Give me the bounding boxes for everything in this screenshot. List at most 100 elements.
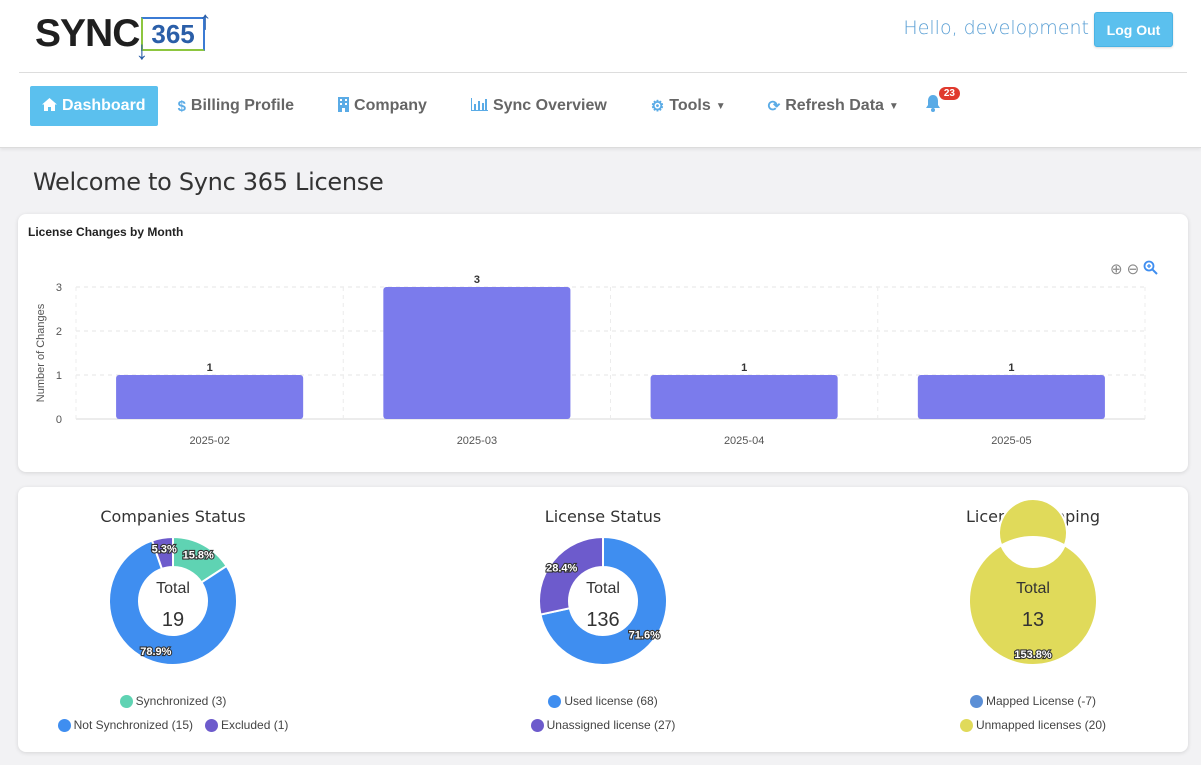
legend-dot [205, 718, 218, 732]
legend-dot [57, 718, 71, 732]
legend-row: Unmapped licenses (20) [883, 718, 1183, 732]
x-tick-label: 2025-05 [991, 435, 1031, 447]
sync365-logo[interactable]: SYNC ↓ 365 ↑ [35, 5, 212, 65]
logout-button[interactable]: Log Out [1094, 12, 1173, 47]
chevron-down-icon: ▼ [715, 100, 726, 112]
legend-item-synchronized[interactable]: Synchronized (3) [119, 694, 227, 708]
nav-tools-dropdown[interactable]: ⚙ Tools ▼ [639, 86, 738, 126]
zoom-out-icon[interactable]: ⊖ [1126, 261, 1140, 278]
page-title: Welcome to Sync 365 License [33, 168, 384, 196]
logo-box: ↓ 365 ↑ [135, 5, 211, 65]
license-status-block: License Status 71.6% 28.4% Total 136 Used l… [453, 487, 753, 752]
bar [650, 375, 838, 419]
slice-percent-label: 71.6% [629, 629, 660, 641]
donut-slice [108, 539, 238, 666]
legend-row: Used license (68) [453, 694, 753, 708]
legend-label: Synchronized (3) [135, 694, 227, 708]
donut-slice [968, 498, 1098, 666]
donut-center-value: 19 [162, 609, 184, 631]
gears-icon: ⚙ [650, 98, 665, 115]
donut-center-value: 13 [1022, 609, 1044, 631]
legend-dot [119, 694, 133, 708]
bar-chart-icon [470, 97, 488, 115]
bell-icon [925, 95, 941, 117]
zoom-reset-icon[interactable] [1143, 260, 1158, 279]
slice-percent-label: 5.3% [152, 544, 177, 556]
license-mapping-block: License Mapping 153.8% Total 13 Mapped Lic… [883, 487, 1183, 752]
notification-count-badge: 23 [938, 87, 960, 100]
donut-slice [539, 535, 668, 666]
nav-refresh-label: Refresh Data [785, 97, 884, 114]
legend-item-not-synchronized[interactable]: Not Synchronized (15) [57, 718, 193, 732]
legend-item-unassigned-license[interactable]: Unassigned license (27) [530, 718, 676, 732]
legend-label: Excluded (1) [221, 718, 289, 732]
y-axis-label: Number of Changes [35, 303, 47, 402]
license-changes-card: License Changes by Month ⊕ ⊖ 0 1 2 3 1 2025-0… [18, 214, 1188, 472]
nav-dashboard-label: Dashboard [62, 97, 146, 114]
license-status-donut: 71.6% 28.4% Total 136 [538, 535, 668, 666]
bar-data-label: 1 [1008, 362, 1014, 374]
logo-text: SYNC [35, 12, 140, 55]
donut-center-value: 136 [586, 609, 619, 631]
legend-row: Mapped License (-7) [883, 694, 1183, 708]
y-tick-label: 0 [56, 414, 62, 426]
license-changes-bar-chart: 0 1 2 3 1 2025-02 3 2025-03 1 2025-04 1 2025-05 Numb… [35, 274, 1146, 447]
y-tick-label: 3 [56, 282, 62, 294]
license-status-title: License Status [544, 507, 662, 526]
legend-item-unmapped-licenses[interactable]: Unmapped licenses (20) [959, 718, 1107, 732]
legend-dot [959, 718, 973, 732]
home-icon [42, 97, 57, 115]
zoom-in-icon[interactable]: ⊕ [1110, 261, 1123, 278]
companies-status-block: Companies Status 15.8% 78.9% 5.3% Total 19 S… [23, 487, 323, 752]
slice-percent-label: 28.4% [546, 563, 577, 575]
legend-label: Used license (68) [564, 694, 658, 708]
nav-sync-overview-label: Sync Overview [492, 97, 607, 114]
bar-data-label: 3 [474, 274, 480, 286]
header-divider [19, 72, 1187, 73]
companies-status-title: Companies Status [100, 507, 246, 526]
notifications-button[interactable]: 23 [913, 86, 960, 126]
nav-billing-label: Billing Profile [190, 97, 295, 114]
legend-label: Unassigned license (27) [546, 718, 676, 732]
donut-center-label: Total [1016, 580, 1050, 597]
x-tick-label: 2025-03 [457, 435, 497, 447]
companies-status-donut: 15.8% 78.9% 5.3% Total 19 [108, 535, 238, 666]
donut-center-label: Total [586, 580, 620, 597]
bar [116, 375, 304, 419]
legend-label: Unmapped licenses (20) [975, 718, 1107, 732]
legend-label: Mapped License (-7) [985, 694, 1097, 708]
nav-billing-profile[interactable]: $ Billing Profile [166, 86, 306, 126]
slice-percent-label: 15.8% [183, 549, 214, 561]
logo-number: 365 [151, 18, 195, 49]
license-mapping-donut: 153.8% Total 13 [968, 498, 1098, 666]
legend-item-mapped-license[interactable]: Mapped License (-7) [969, 694, 1097, 708]
chart-zoom-controls: ⊕ ⊖ [1110, 260, 1158, 279]
legend-item-used-license[interactable]: Used license (68) [548, 694, 658, 708]
y-tick-label: 2 [56, 326, 62, 338]
bar-data-label: 1 [741, 362, 747, 374]
donut-slice [150, 535, 174, 571]
logo-arrow-up-icon: ↑ [198, 5, 212, 35]
legend-item-excluded[interactable]: Excluded (1) [205, 718, 288, 732]
legend-label: Not Synchronized (15) [73, 718, 193, 732]
slice-percent-label: 78.9% [140, 646, 171, 658]
legend-dot [530, 718, 544, 732]
nav-tools-label: Tools [669, 97, 711, 114]
bar [917, 375, 1105, 419]
refresh-icon: ⟳ [767, 98, 781, 115]
nav-sync-overview[interactable]: Sync Overview [459, 86, 619, 126]
legend-dot [548, 694, 562, 708]
logo-arrow-down-icon: ↓ [135, 35, 149, 65]
top-header: SYNC ↓ 365 ↑ Hello, development Log Out … [0, 0, 1201, 148]
y-tick-label: 1 [56, 370, 62, 382]
chevron-down-icon: ▼ [888, 100, 899, 112]
bar-chart-title: License Changes by Month [28, 225, 184, 239]
legend-row: Synchronized (3) [23, 694, 323, 708]
status-donuts-card: Companies Status 15.8% 78.9% 5.3% Total 19 S… [18, 487, 1188, 752]
nav-company[interactable]: Company [326, 86, 439, 126]
nav-refresh-data-dropdown[interactable]: ⟳ Refresh Data ▼ [756, 86, 911, 126]
nav-dashboard[interactable]: Dashboard [30, 86, 158, 126]
bar [383, 287, 571, 419]
donut-slice [538, 535, 604, 616]
greeting-text: Hello, development [903, 17, 1089, 39]
